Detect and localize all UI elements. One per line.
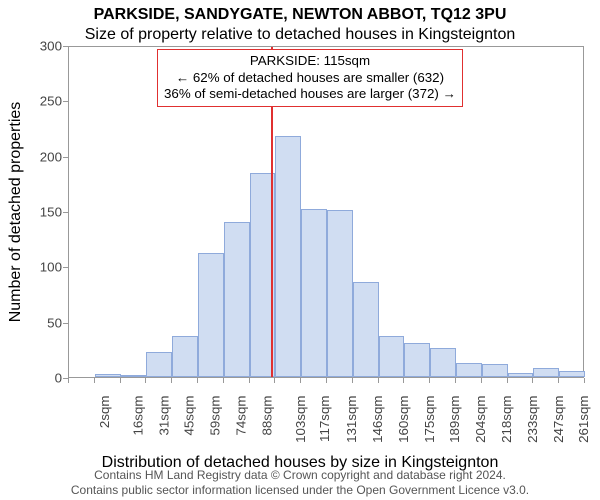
x-tick <box>429 378 430 383</box>
histogram-bar <box>198 253 224 377</box>
x-tick <box>197 378 198 383</box>
x-tick <box>378 378 379 383</box>
footer-line: Contains HM Land Registry data © Crown c… <box>0 468 600 483</box>
y-tick <box>63 157 68 158</box>
footer-line: Contains public sector information licen… <box>0 483 600 498</box>
x-tick <box>300 378 301 383</box>
x-tick-label: 131sqm <box>344 396 359 443</box>
x-tick-label: 218sqm <box>499 396 514 443</box>
histogram-bar <box>301 209 327 377</box>
histogram-bar <box>121 375 147 377</box>
histogram-bar <box>95 374 121 377</box>
y-tick-label: 0 <box>55 371 62 386</box>
chart-subtitle: Size of property relative to detached ho… <box>0 26 600 44</box>
x-tick <box>584 378 585 383</box>
x-tick-label: 160sqm <box>396 396 411 443</box>
x-tick-label: 261sqm <box>576 396 591 443</box>
histogram-bar <box>430 348 456 377</box>
histogram-bar <box>508 373 534 377</box>
annotation-line: 36% of semi-detached houses are larger (… <box>164 86 456 103</box>
x-tick <box>455 378 456 383</box>
x-tick-label: 59sqm <box>208 396 223 436</box>
annotation-line: ← 62% of detached houses are smaller (63… <box>164 70 456 87</box>
x-tick <box>68 378 69 383</box>
x-tick-label: 146sqm <box>370 396 385 443</box>
chart-main-title: PARKSIDE, SANDYGATE, NEWTON ABBOT, TQ12 … <box>0 6 600 24</box>
x-tick-label: 45sqm <box>182 396 197 436</box>
y-tick <box>63 212 68 213</box>
x-tick-label: 233sqm <box>525 396 540 443</box>
x-tick <box>171 378 172 383</box>
x-tick <box>532 378 533 383</box>
x-tick <box>249 378 250 383</box>
plot-area: PARKSIDE: 115sqm← 62% of detached houses… <box>68 46 584 378</box>
x-tick-label: 117sqm <box>317 396 332 442</box>
histogram-bar <box>404 343 430 377</box>
x-tick <box>120 378 121 383</box>
x-tick <box>326 378 327 383</box>
x-tick <box>94 378 95 383</box>
x-tick-label: 103sqm <box>293 396 308 443</box>
x-tick-label: 189sqm <box>447 396 462 443</box>
y-tick-label: 300 <box>40 39 62 54</box>
x-tick <box>558 378 559 383</box>
x-tick-label: 74sqm <box>234 396 249 436</box>
histogram-bar <box>275 136 301 377</box>
histogram-bar <box>327 210 353 377</box>
y-tick <box>63 267 68 268</box>
x-tick-label: 204sqm <box>473 396 488 443</box>
y-tick-label: 200 <box>40 149 62 164</box>
chart-footer: Contains HM Land Registry data © Crown c… <box>0 468 600 498</box>
x-tick-label: 247sqm <box>551 396 566 443</box>
x-tick <box>481 378 482 383</box>
annotation-line: PARKSIDE: 115sqm <box>164 53 456 70</box>
property-annotation: PARKSIDE: 115sqm← 62% of detached houses… <box>157 49 463 107</box>
x-tick <box>274 378 275 383</box>
x-tick <box>403 378 404 383</box>
histogram-bar <box>353 282 379 377</box>
x-tick-label: 31sqm <box>156 396 171 436</box>
y-tick-label: 250 <box>40 94 62 109</box>
x-tick-label: 175sqm <box>422 396 437 443</box>
histogram-bar <box>224 222 250 377</box>
x-tick <box>507 378 508 383</box>
x-tick-label: 16sqm <box>130 396 145 436</box>
x-tick <box>223 378 224 383</box>
y-tick-label: 100 <box>40 260 62 275</box>
x-tick-label: 2sqm <box>97 396 112 429</box>
y-tick-label: 50 <box>47 315 62 330</box>
histogram-bar <box>146 352 172 377</box>
x-tick <box>352 378 353 383</box>
histogram-bar <box>533 368 559 377</box>
y-tick-label: 150 <box>40 205 62 220</box>
x-tick-label: 88sqm <box>259 396 274 436</box>
y-tick <box>63 46 68 47</box>
histogram-bar <box>482 364 508 377</box>
histogram-bar <box>456 363 482 377</box>
y-axis-label: Number of detached properties <box>7 102 25 323</box>
property-size-chart: PARKSIDE, SANDYGATE, NEWTON ABBOT, TQ12 … <box>0 0 600 500</box>
y-tick <box>63 101 68 102</box>
histogram-bar <box>172 336 198 377</box>
histogram-bar <box>379 336 405 377</box>
histogram-bar <box>559 371 585 377</box>
y-tick <box>63 323 68 324</box>
x-tick <box>145 378 146 383</box>
